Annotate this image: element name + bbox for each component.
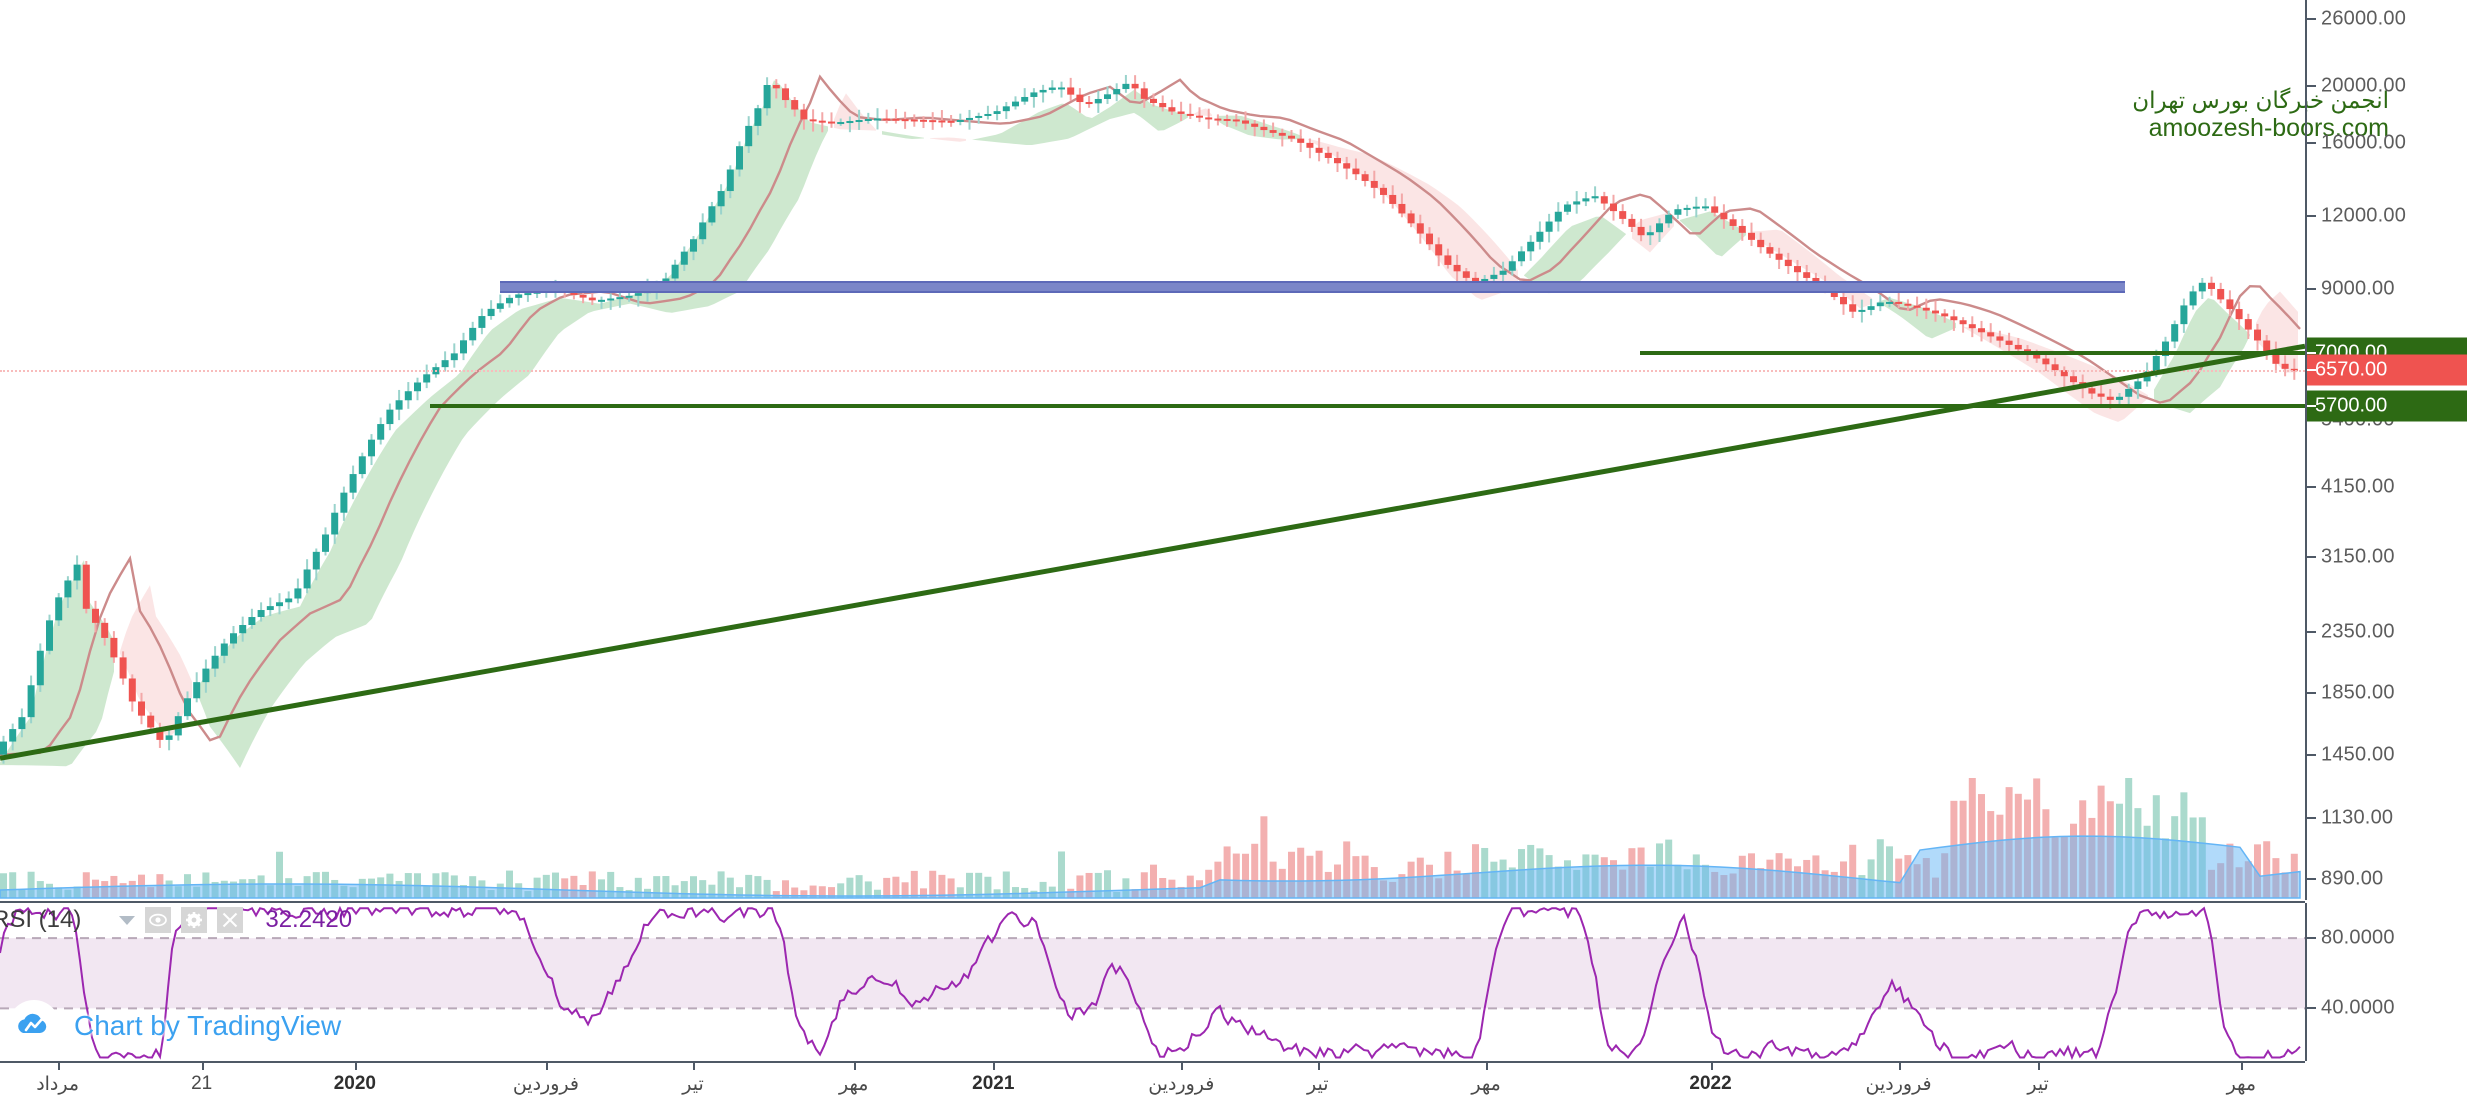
time-axis-tick xyxy=(545,1061,548,1070)
price-axis-label: 3150.00 xyxy=(2321,545,2395,568)
time-axis-tick xyxy=(57,1061,60,1070)
time-axis-rail xyxy=(0,1061,2305,1063)
rsi-axis[interactable]: 80.0000 40.0000 xyxy=(2305,903,2481,1061)
time-axis-tick xyxy=(2241,1061,2244,1070)
price-badge[interactable]: 5700.00 xyxy=(2307,390,2467,422)
price-axis[interactable]: 26000.00 20000.00 16000.00 12000.00 9000.00 5… xyxy=(2305,0,2481,900)
time-axis-tick xyxy=(993,1061,996,1070)
price-axis-tick xyxy=(2307,753,2316,756)
price-badge-tick xyxy=(2307,352,2316,355)
price-badge-tick xyxy=(2307,368,2316,371)
rsi-series-layer xyxy=(0,905,2305,1061)
price-axis-tick xyxy=(2307,630,2316,633)
time-axis-tick xyxy=(1710,1061,1713,1070)
price-axis-label: 26000.00 xyxy=(2321,7,2407,30)
price-axis-label: 1130.00 xyxy=(2321,806,2394,829)
time-axis-label: فروردین xyxy=(512,1074,579,1095)
eye-icon[interactable] xyxy=(145,907,172,933)
price-axis-label: 4150.00 xyxy=(2321,475,2395,498)
time-axis-label: تیر xyxy=(1307,1074,1329,1095)
rsi-axis-rail xyxy=(2305,903,2307,1061)
time-axis-tick xyxy=(1317,1061,1320,1070)
pane-separator[interactable] xyxy=(0,901,2305,903)
time-axis-tick xyxy=(853,1061,856,1070)
time-axis-label: 2022 xyxy=(1689,1073,1732,1094)
time-axis-label: مهر xyxy=(2226,1074,2257,1095)
price-axis-label: 12000.00 xyxy=(2321,204,2407,227)
price-series-layer xyxy=(0,74,2301,899)
price-axis-tick xyxy=(2307,691,2316,694)
time-axis-label: فروردین xyxy=(1865,1074,1932,1095)
rsi-value: 32.2420 xyxy=(265,906,353,933)
tradingview-branding-text: Chart by TradingView xyxy=(74,1010,342,1041)
price-axis-tick xyxy=(2307,17,2316,20)
price-badge-tick xyxy=(2307,404,2316,407)
time-axis-tick xyxy=(2038,1061,2041,1070)
rsi-title[interactable]: RSI (14) xyxy=(0,906,82,933)
time-axis-label: مهر xyxy=(1471,1074,1501,1095)
price-axis-tick xyxy=(2307,878,2316,881)
time-axis-label: فروردین xyxy=(1148,1074,1215,1095)
resistance-line-7000-drawing[interactable] xyxy=(1640,351,2305,356)
trendline-layer xyxy=(0,343,2305,761)
price-axis-tick xyxy=(2307,288,2316,291)
time-axis-tick xyxy=(693,1061,696,1070)
time-axis-label: 2021 xyxy=(972,1073,1015,1094)
price-axis-tick xyxy=(2307,84,2316,87)
watermark: انجمن خبرگان بورس تهران amoozesh-boors.c… xyxy=(2132,87,2389,143)
price-axis-rail xyxy=(2305,0,2307,900)
time-axis[interactable]: مرداد 21 2020 فروردین تیر مهر 2021 فروردین تیر مه… xyxy=(0,1061,2481,1101)
rsi-axis-label: 40.0000 xyxy=(2321,996,2395,1019)
price-axis-tick xyxy=(2307,141,2316,144)
close-icon[interactable] xyxy=(217,907,244,933)
price-axis-label: 16000.00 xyxy=(2321,131,2407,154)
price-axis-tick xyxy=(2307,555,2316,558)
time-axis-tick xyxy=(1181,1061,1184,1070)
price-axis-label: 20000.00 xyxy=(2321,74,2407,97)
price-badge[interactable]: 6570.00 xyxy=(2307,354,2467,386)
price-chart-pane[interactable] xyxy=(0,0,2305,900)
time-axis-label: مهر xyxy=(839,1074,869,1095)
chevron-down-icon[interactable] xyxy=(119,915,136,925)
rsi-axis-label: 80.0000 xyxy=(2321,926,2395,949)
time-axis-tick xyxy=(354,1061,357,1070)
time-axis-label: مرداد xyxy=(36,1074,80,1095)
rsi-legend[interactable]: RSI (14) 32.2420 xyxy=(0,906,352,934)
rsi-pane[interactable] xyxy=(0,903,2305,1061)
support-line-5700-drawing[interactable] xyxy=(430,403,2305,408)
time-axis-label: تیر xyxy=(2027,1074,2049,1095)
time-axis-label: 2020 xyxy=(333,1073,376,1094)
time-axis-tick xyxy=(1486,1061,1489,1070)
tradingview-logo-icon xyxy=(8,1000,60,1052)
price-axis-tick xyxy=(2307,214,2316,217)
time-axis-label: تیر xyxy=(682,1074,704,1095)
watermark-url-text: amoozesh-boors.com xyxy=(2148,114,2389,143)
price-axis-label: 1450.00 xyxy=(2321,743,2395,766)
time-axis-label: 21 xyxy=(191,1073,213,1094)
gear-icon[interactable] xyxy=(181,907,208,933)
price-axis-tick xyxy=(2307,485,2316,488)
price-axis-label: 890.00 xyxy=(2321,867,2384,890)
price-axis-label: 1850.00 xyxy=(2321,681,2395,704)
time-axis-tick xyxy=(201,1061,204,1070)
tradingview-branding[interactable]: Chart by TradingView xyxy=(8,1000,341,1052)
resistance-band-drawing[interactable] xyxy=(500,280,2125,293)
watermark-farsi-text: انجمن خبرگان بورس تهران xyxy=(2132,87,2389,113)
time-axis-tick xyxy=(1898,1061,1901,1070)
rsi-axis-tick xyxy=(2307,937,2316,940)
price-axis-label: 2350.00 xyxy=(2321,620,2395,643)
rsi-axis-tick xyxy=(2307,1007,2316,1010)
last-price-dotted-line xyxy=(0,369,2305,372)
price-axis-tick xyxy=(2307,817,2316,820)
price-axis-label: 9000.00 xyxy=(2321,277,2395,300)
